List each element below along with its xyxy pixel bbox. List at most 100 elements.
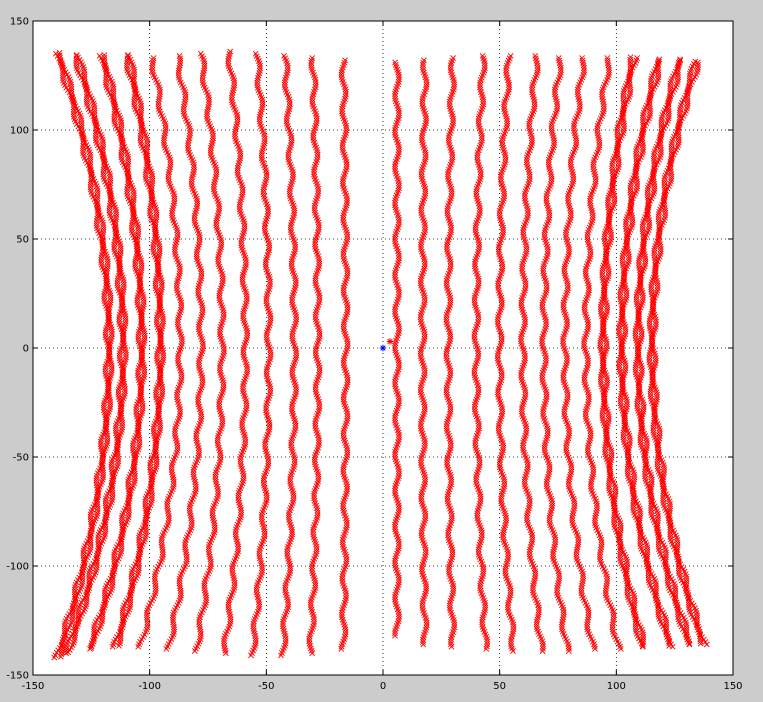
x-marker bbox=[80, 150, 87, 157]
x-marker bbox=[102, 526, 109, 532]
x-marker bbox=[106, 205, 113, 212]
x-marker bbox=[87, 542, 94, 549]
x-marker bbox=[100, 169, 107, 175]
x-marker bbox=[87, 516, 94, 523]
x-marker bbox=[107, 401, 114, 408]
x-marker bbox=[68, 86, 75, 93]
x-marker bbox=[78, 117, 85, 124]
x-marker bbox=[113, 211, 120, 218]
x-marker bbox=[121, 390, 128, 397]
x-marker bbox=[106, 207, 113, 214]
x-marker bbox=[78, 122, 85, 129]
x-marker bbox=[102, 518, 108, 525]
x-marker bbox=[107, 294, 114, 301]
x-marker bbox=[59, 75, 66, 81]
x-marker bbox=[91, 107, 98, 114]
x-marker bbox=[93, 562, 100, 569]
x-marker bbox=[95, 539, 102, 545]
x-marker bbox=[97, 441, 104, 448]
x-marker bbox=[117, 247, 124, 254]
x-marker bbox=[78, 125, 85, 131]
x-marker bbox=[116, 318, 123, 325]
x-marker bbox=[88, 518, 94, 525]
x-marker bbox=[83, 591, 90, 598]
x-marker bbox=[107, 177, 114, 184]
x-marker bbox=[109, 331, 115, 338]
x-marker bbox=[87, 513, 94, 520]
x-marker bbox=[104, 260, 111, 267]
x-marker bbox=[81, 73, 88, 80]
x-marker bbox=[86, 572, 92, 579]
x-marker bbox=[115, 453, 121, 460]
x-marker bbox=[113, 214, 120, 220]
x-marker bbox=[120, 284, 127, 291]
x-marker bbox=[73, 65, 80, 71]
x-marker bbox=[109, 328, 115, 335]
x-marker bbox=[115, 458, 122, 465]
x-marker bbox=[108, 370, 115, 376]
x-marker bbox=[87, 532, 94, 539]
x-marker bbox=[93, 555, 100, 561]
x-marker bbox=[122, 385, 128, 392]
x-marker bbox=[119, 422, 126, 428]
x-marker bbox=[91, 105, 98, 112]
x-marker bbox=[94, 505, 101, 512]
x-marker bbox=[107, 297, 114, 304]
x-marker bbox=[60, 77, 67, 84]
x-marker bbox=[68, 83, 75, 90]
x-marker bbox=[100, 469, 107, 476]
x-marker bbox=[94, 192, 101, 199]
x-marker bbox=[109, 489, 116, 496]
x-marker bbox=[103, 273, 109, 279]
x-marker bbox=[71, 589, 78, 595]
x-marker bbox=[81, 71, 88, 78]
x-marker bbox=[100, 141, 107, 148]
x-marker bbox=[117, 250, 124, 257]
x-marker bbox=[101, 590, 108, 597]
x-marker bbox=[102, 599, 109, 606]
x-marker bbox=[104, 265, 111, 272]
x-marker bbox=[101, 295, 108, 302]
x-marker bbox=[92, 132, 99, 139]
x-marker bbox=[93, 477, 100, 484]
x-marker bbox=[111, 241, 118, 248]
x-marker bbox=[79, 576, 86, 583]
x-marker bbox=[93, 480, 100, 486]
x-marker bbox=[68, 93, 75, 100]
x-marker bbox=[123, 351, 130, 358]
x-marker bbox=[56, 52, 63, 59]
x-marker bbox=[109, 494, 116, 501]
x-marker bbox=[80, 142, 87, 149]
marker-line bbox=[51, 49, 115, 661]
x-marker bbox=[119, 424, 126, 431]
x-marker bbox=[113, 430, 119, 437]
marker-line bbox=[63, 52, 130, 657]
x-marker bbox=[100, 474, 106, 481]
x-marker bbox=[98, 259, 105, 266]
x-marker bbox=[61, 623, 68, 629]
x-marker bbox=[69, 614, 76, 621]
x-marker bbox=[123, 354, 129, 361]
x-marker bbox=[102, 334, 109, 341]
x-marker bbox=[78, 120, 85, 127]
x-marker bbox=[91, 117, 98, 124]
x-marker bbox=[87, 156, 94, 163]
x-marker bbox=[107, 175, 114, 182]
x-marker bbox=[120, 286, 127, 293]
x-marker bbox=[108, 464, 115, 470]
x-marker bbox=[91, 626, 97, 633]
x-marker bbox=[102, 329, 109, 336]
x-marker bbox=[93, 220, 100, 227]
x-marker bbox=[100, 229, 107, 236]
x-marker bbox=[80, 550, 87, 557]
x-marker bbox=[94, 503, 101, 510]
x-marker bbox=[122, 318, 129, 324]
x-marker bbox=[102, 370, 109, 377]
x-marker bbox=[102, 368, 109, 375]
x-marker bbox=[102, 502, 109, 509]
x-marker bbox=[83, 98, 90, 105]
x-marker bbox=[104, 440, 111, 447]
x-marker bbox=[108, 482, 115, 489]
x-marker bbox=[95, 546, 102, 553]
x-marker bbox=[83, 94, 90, 100]
